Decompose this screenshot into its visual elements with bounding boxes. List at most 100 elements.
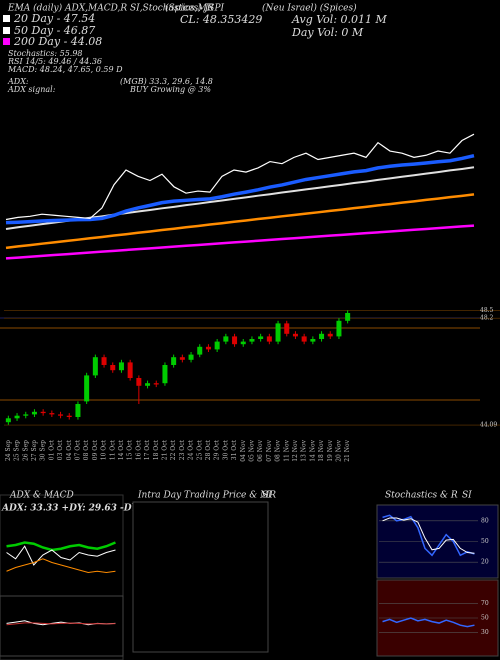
x-tick-label: 30 Sep [40,440,47,461]
macd: MACD: 48.24, 47.65, 0.59 D [7,65,123,74]
avg-vol: Avg Vol: 0.011 M [291,13,388,26]
candle-body [127,362,133,378]
candle-body [145,383,151,386]
x-tick-label: 31 Oct [231,439,238,460]
candle-body [40,411,46,414]
candle-body [258,336,264,339]
candle-body [249,339,255,342]
panel-title: Stochastics & R [385,491,458,501]
candle-body [301,336,307,342]
x-tick-label: 21 Oct [161,439,168,460]
candle-body [275,323,281,342]
candle-body [110,365,116,371]
header-ticker: (Spices) JSPI [165,3,225,14]
adx-text: ADX: 33.33 +DY: 29.63 -DY: 14.81 [1,504,171,514]
candle-body [284,323,290,334]
candle-body [162,365,168,384]
series-line [382,617,475,628]
day-vol: Day Vol: 0 M [291,26,364,39]
series-line [5,133,475,221]
candle-body [92,357,98,376]
y-tick-label: 20 [481,559,489,566]
x-tick-label: 29 Oct [214,439,221,460]
candle-body [205,346,211,350]
series-line [6,545,116,566]
x-tick-label: 20 Nov [335,439,342,461]
series-line [5,193,475,250]
candle-body [66,415,72,417]
candle-body [14,415,20,419]
x-tick-label: 24 Sep [5,440,12,461]
x-tick-label: 24 Oct [188,439,195,460]
intraday-panel [132,501,269,653]
x-tick-label: 14 Oct [118,439,125,460]
x-tick-label: 11 Oct [109,439,116,460]
series-line [382,517,475,554]
panel-title: SI [462,491,472,501]
x-tick-label: 08 Nov [275,439,282,461]
series-line [5,224,475,260]
x-tick-label: 18 Nov [318,439,325,461]
candle-body [232,336,238,345]
candle-body [153,383,159,385]
x-tick-label: 21 Nov [344,439,351,461]
candle-body [118,362,124,371]
candle-body [31,411,37,415]
legend-swatch [3,27,10,34]
x-tick-label: 13 Nov [301,439,308,461]
candle-body [240,341,246,345]
stochastics: Stochastics: 55.98 [8,49,83,58]
x-tick-label: 09 Oct [92,439,99,460]
x-tick-label: 04 Nov [240,439,247,461]
adx-value: (MGB) 33.3, 29.6, 14.8 [120,77,213,86]
candle-body [310,339,316,342]
candle-body [5,418,11,423]
header-company: (Neu Israel) (Spices) [262,3,357,14]
candle-body [179,357,185,360]
x-tick-label: 18 Oct [153,439,160,460]
y-tick-label: 80 [481,517,489,524]
series-line [6,558,116,574]
candle-body [197,346,203,355]
candle-body [75,404,81,417]
series-line [382,514,475,557]
x-tick-label: 22 Oct [170,439,177,460]
x-tick-label: 07 Nov [266,439,273,461]
candle-body [49,413,55,415]
candle-body [292,333,298,337]
candle-body [266,336,272,342]
candle-body [84,375,90,402]
x-tick-label: 17 Oct [144,439,151,460]
y-tick-label: 50 [481,615,489,622]
y-tick-label: 44.09 [480,422,497,429]
x-tick-label: 06 Nov [257,439,264,461]
series-line [6,541,116,552]
ema20: 20 Day - 47.54 [13,12,95,25]
x-tick-label: 23 Oct [179,439,186,460]
candle-body [214,341,220,350]
x-tick-label: 25 Sep [14,440,21,461]
candle-body [327,333,333,337]
x-tick-label: 15 Oct [127,439,134,460]
candle-body [345,313,351,321]
ema200: 200 Day - 44.08 [13,35,102,48]
series-line [5,153,475,225]
adx-signal: BUY Growing @ 3% [129,85,211,94]
panel-title: SI [262,491,272,501]
candle-body [101,357,107,365]
legend-swatch [3,15,10,22]
macd-panel [0,595,124,657]
x-tick-label: 30 Oct [222,439,229,460]
x-tick-label: 01 Oct [48,439,55,460]
candle-body [136,378,142,386]
x-tick-label: 04 Oct [66,439,73,460]
y-tick-label: 48.5 [480,307,494,314]
x-tick-label: 16 Oct [135,439,142,460]
candle-body [23,414,29,416]
header-title: EMA (daily) ADX,MACD,R SI,Stochastics,MR [7,3,214,14]
panel-title: Intra Day Trading Price & MR [137,491,276,501]
x-tick-label: 27 Sep [31,440,38,461]
legend-swatch [3,38,10,45]
candle-body [188,354,194,360]
x-tick-label: 28 Oct [205,439,212,460]
